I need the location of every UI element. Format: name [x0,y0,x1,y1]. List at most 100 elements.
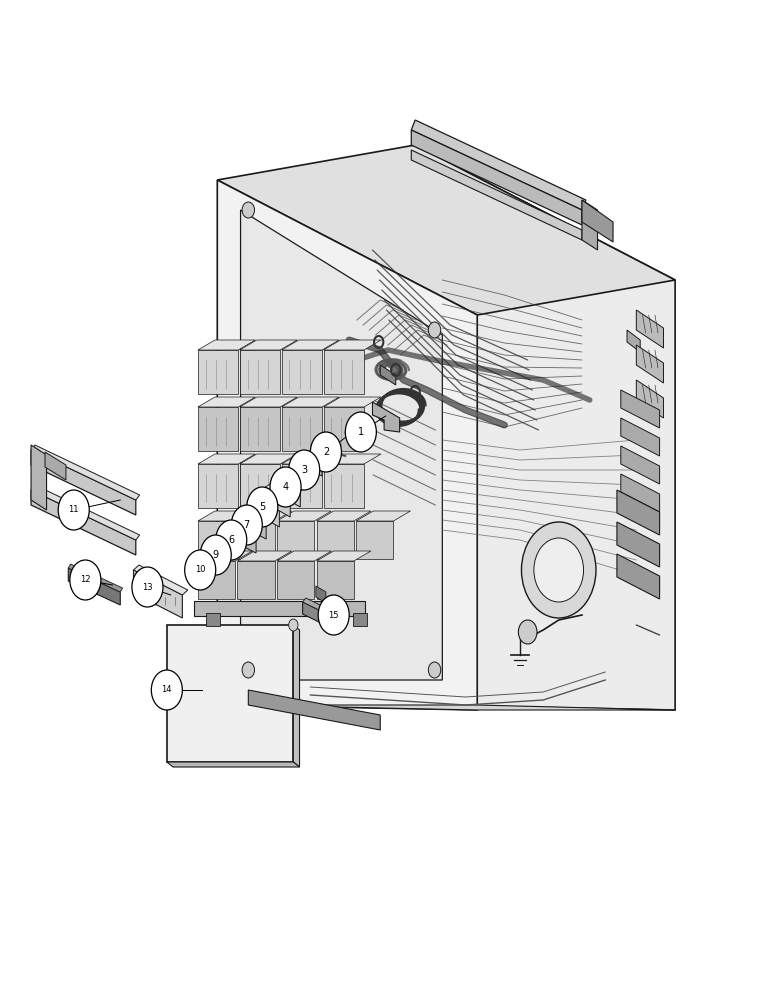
Circle shape [521,522,596,618]
Circle shape [270,467,301,507]
Polygon shape [198,340,255,350]
Circle shape [216,520,247,560]
Polygon shape [621,390,660,428]
Polygon shape [241,210,442,680]
Polygon shape [411,150,582,240]
Circle shape [289,450,320,490]
Polygon shape [255,492,287,511]
Polygon shape [617,522,660,567]
Polygon shape [237,511,292,521]
Polygon shape [240,340,297,350]
Polygon shape [239,513,266,539]
Polygon shape [133,570,182,618]
Polygon shape [206,613,220,626]
Polygon shape [265,482,298,501]
Circle shape [58,490,89,530]
Polygon shape [411,130,582,225]
Circle shape [242,662,255,678]
Polygon shape [621,474,660,512]
Polygon shape [265,487,290,517]
Polygon shape [240,397,297,407]
Circle shape [318,595,349,635]
Polygon shape [621,418,660,456]
Polygon shape [31,450,136,515]
Polygon shape [324,454,381,464]
Polygon shape [277,521,314,559]
Polygon shape [317,521,354,559]
Polygon shape [303,598,338,618]
Polygon shape [353,613,367,626]
Polygon shape [240,464,280,508]
Text: 9: 9 [213,550,219,560]
Polygon shape [415,145,675,710]
Polygon shape [217,180,477,710]
Polygon shape [194,601,365,616]
Circle shape [132,567,163,607]
Polygon shape [617,554,660,599]
Text: 1: 1 [358,427,364,437]
Polygon shape [372,402,400,432]
Polygon shape [636,345,663,383]
Polygon shape [31,490,136,555]
Polygon shape [198,551,252,561]
Polygon shape [237,551,292,561]
Text: 13: 13 [142,582,153,591]
Polygon shape [68,568,120,605]
Circle shape [289,619,298,631]
Polygon shape [133,565,188,595]
Text: 2: 2 [323,447,329,457]
Polygon shape [45,452,66,480]
Circle shape [518,620,537,644]
Polygon shape [240,350,280,394]
Polygon shape [356,521,393,559]
Polygon shape [317,551,371,561]
Text: 5: 5 [259,502,265,512]
Circle shape [310,432,341,472]
Polygon shape [282,350,322,394]
Polygon shape [31,445,140,500]
Polygon shape [627,330,640,352]
Polygon shape [198,454,255,464]
Polygon shape [636,310,663,348]
Polygon shape [237,521,275,559]
Polygon shape [636,380,663,418]
Polygon shape [275,477,300,507]
Polygon shape [324,350,364,394]
Circle shape [200,535,231,575]
Polygon shape [229,527,256,553]
Polygon shape [303,602,335,630]
Polygon shape [324,407,364,451]
Polygon shape [324,340,381,350]
Polygon shape [275,472,308,491]
Polygon shape [317,511,371,521]
Polygon shape [282,340,339,350]
Polygon shape [277,511,331,521]
Polygon shape [31,445,47,510]
Text: 4: 4 [282,482,289,492]
Polygon shape [198,511,252,521]
Polygon shape [198,397,255,407]
Polygon shape [198,521,235,559]
Polygon shape [198,407,238,451]
Polygon shape [317,561,354,599]
Polygon shape [237,561,275,599]
Polygon shape [282,407,322,451]
Circle shape [345,412,376,452]
Circle shape [247,487,278,527]
Circle shape [70,560,101,600]
Polygon shape [282,454,339,464]
Polygon shape [582,200,598,250]
Polygon shape [293,625,300,767]
Polygon shape [380,365,396,385]
Text: 11: 11 [68,506,79,514]
Polygon shape [31,485,140,540]
Polygon shape [324,464,364,508]
Text: 12: 12 [80,576,91,584]
Circle shape [345,425,358,441]
Polygon shape [356,511,411,521]
Polygon shape [198,464,238,508]
Text: 15: 15 [328,610,339,619]
Circle shape [151,670,182,710]
Text: 7: 7 [244,520,250,530]
Polygon shape [198,561,235,599]
